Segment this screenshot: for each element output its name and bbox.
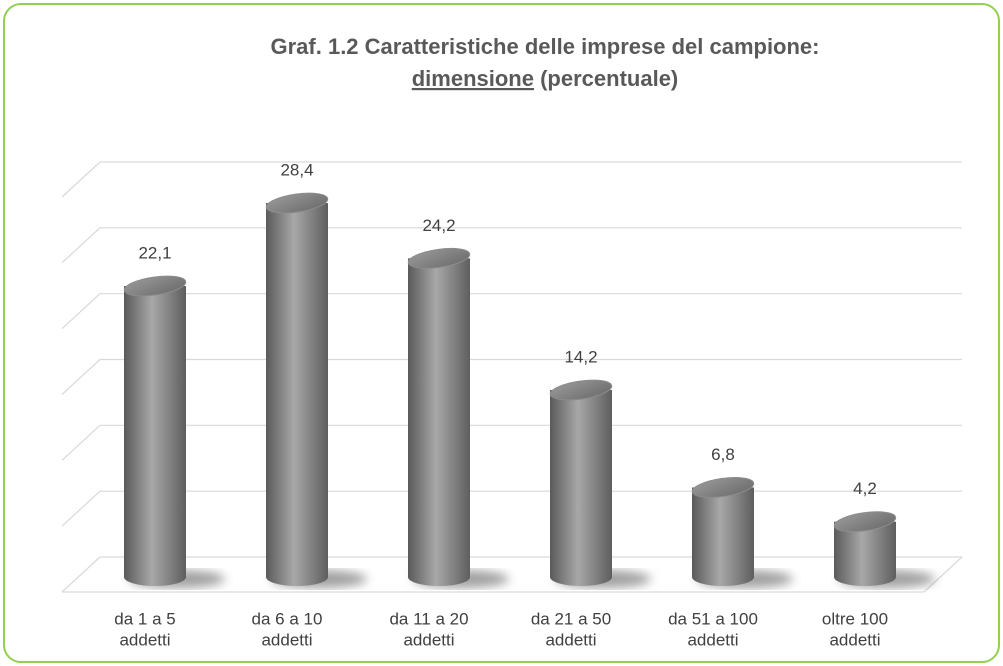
chart-title: Graf. 1.2 Caratteristiche delle imprese … <box>271 34 820 59</box>
grid-line-side <box>61 161 101 198</box>
value-label: 24,2 <box>422 216 455 235</box>
x-tick-label: addetti <box>119 630 170 649</box>
x-tick-label: addetti <box>545 630 596 649</box>
grid-line-side <box>61 227 101 264</box>
bar-bottom <box>124 568 186 586</box>
bar-bottom <box>550 568 612 586</box>
value-label: 6,8 <box>711 445 735 464</box>
x-tick-label: da 51 a 100 <box>668 609 758 628</box>
bar <box>265 192 329 586</box>
bar-body <box>692 487 754 577</box>
x-tick-label: addetti <box>403 630 454 649</box>
bar-top <box>833 511 897 533</box>
value-label: 4,2 <box>853 479 877 498</box>
value-label: 28,4 <box>280 161 313 180</box>
grid-line-side <box>61 359 101 395</box>
x-tick-label: addetti <box>261 630 312 649</box>
value-label: 22,1 <box>138 244 171 263</box>
bar-top <box>691 477 755 498</box>
grid-line-side <box>61 293 101 330</box>
value-label: 14,2 <box>564 348 597 367</box>
floor-right-edge <box>923 556 963 593</box>
bar-top <box>123 275 187 297</box>
x-tick-label: da 21 a 50 <box>531 609 611 628</box>
chart-frame <box>3 3 1000 663</box>
bar-body <box>124 286 186 577</box>
x-tick-label: addetti <box>687 630 738 649</box>
bar-body <box>408 258 470 577</box>
bar-body <box>266 203 328 578</box>
bar-bottom <box>692 568 754 586</box>
bar-top <box>549 379 613 401</box>
bar <box>123 275 187 586</box>
x-tick-label: da 6 a 10 <box>252 609 323 628</box>
grid-line-side <box>61 490 101 527</box>
x-tick-label: oltre 100 <box>822 609 888 628</box>
bar <box>407 247 471 586</box>
bar <box>691 477 755 586</box>
x-tick-label: da 11 a 20 <box>389 609 468 628</box>
bar-bottom <box>834 568 896 586</box>
subtitle-emphasis: dimensione <box>412 66 534 91</box>
bar <box>833 511 897 586</box>
bar-body <box>550 390 612 577</box>
bar-top <box>407 247 471 269</box>
bar <box>549 379 613 586</box>
bar-bottom <box>408 568 470 586</box>
bar-top <box>265 192 329 214</box>
x-tick-label: addetti <box>829 630 880 649</box>
chart-subtitle: dimensione (percentuale) <box>412 66 679 91</box>
x-tick-label: da 1 a 5 <box>114 609 175 628</box>
grid-line-side <box>61 424 101 461</box>
grid-line-side <box>61 556 101 593</box>
subtitle-rest: (percentuale) <box>540 66 678 91</box>
bar-bottom <box>266 568 328 586</box>
